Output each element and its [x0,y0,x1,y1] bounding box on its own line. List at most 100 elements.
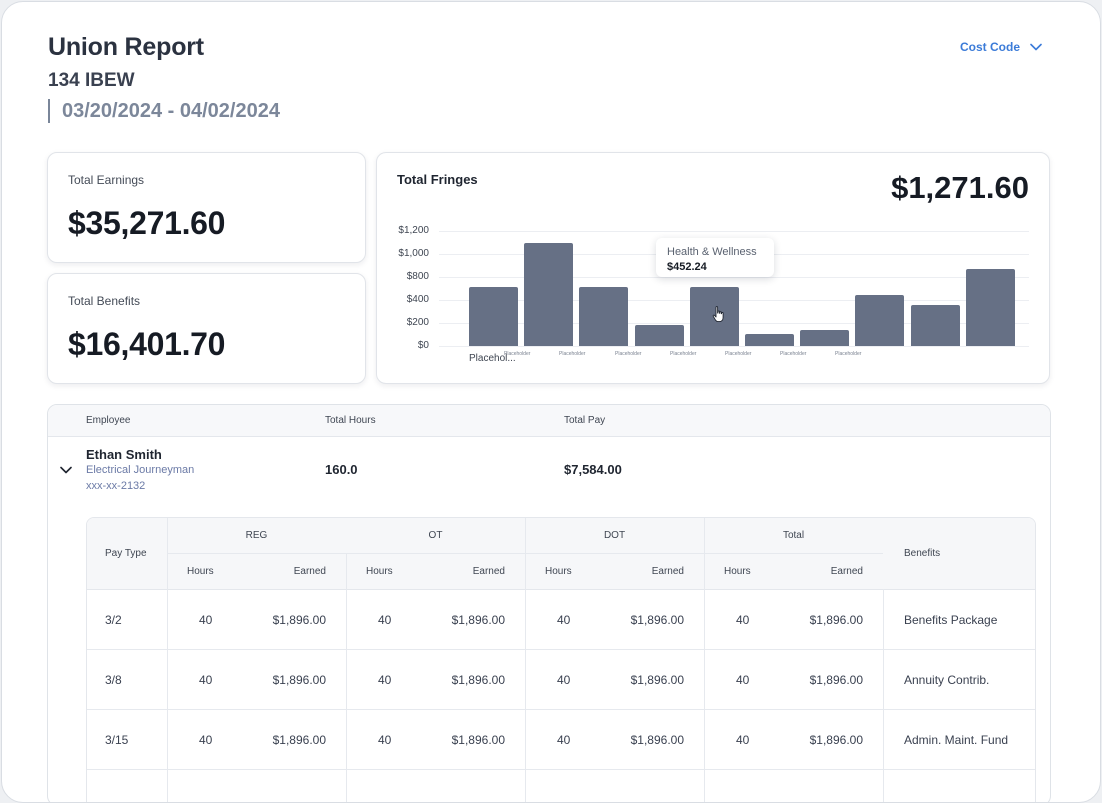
employee-total-hours: 160.0 [325,462,358,477]
cell-reg-earned: $1,896.00 [272,733,326,747]
cell-reg-hours: 40 [199,673,213,687]
cell-dot-hours: 40 [557,673,571,687]
cell-ot-earned: $1,896.00 [451,613,505,627]
column-total-hours: Total Hours [325,415,376,426]
header-group-dot: DOT [603,530,626,541]
chart-bar[interactable] [966,269,1015,346]
y-tick-label: $200 [406,317,429,328]
x-tick-label: Placehol... [469,353,516,364]
chart-tooltip: Health & Wellness $452.24 [656,238,774,277]
header-group-ot: OT [428,530,443,541]
header-total-earned: Earned [830,566,863,577]
fringes-title: Total Fringes [397,172,478,187]
header-reg-hours: Hours [187,566,214,577]
cell-ot-hours: 40 [378,613,392,627]
employee-table: Employee Total Hours Total Pay Ethan Smi… [47,404,1051,802]
chevron-down-icon [1030,43,1042,51]
header-group-reg: REG [245,530,268,541]
header-pay-type: Pay Type [105,548,147,559]
x-tick-label: Placeholder [615,351,642,357]
cell-pay-type: 3/15 [105,733,129,747]
employee-ssn: xxx-xx-2132 [86,480,146,492]
total-benefits-value: $16,401.70 [68,326,226,362]
employee-total-pay: $7,584.00 [564,462,622,477]
y-tick-label: $1,200 [398,225,429,236]
total-benefits-label: Total Benefits [68,294,141,308]
column-total-pay: Total Pay [564,415,606,426]
x-tick-label: Placeholder [725,351,752,357]
employee-role: Electrical Journeyman [86,464,195,476]
x-tick-label: Placeholder [780,351,807,357]
union-name: 134 IBEW [48,70,135,91]
y-tick-label: $800 [406,271,429,282]
y-tick-label: $400 [406,294,429,305]
y-tick-label: $0 [417,340,429,351]
cell-reg-earned: $1,896.00 [272,613,326,627]
chart-bar[interactable] [855,295,904,346]
cost-code-dropdown[interactable]: Cost Code [960,40,1042,54]
cell-total-hours: 40 [736,613,750,627]
chart-bar[interactable] [745,334,794,346]
fringes-total: $1,271.60 [891,170,1029,205]
header-total-hours: Hours [724,566,751,577]
cell-reg-hours: 40 [199,733,213,747]
x-tick-label: Placeholder [670,351,697,357]
x-tick-label: Placeholder [835,351,862,357]
total-fringes-card: Total Fringes $1,271.60 $0 $200 $400 $800 $1… [376,152,1050,384]
pay-detail-table: Pay Type REG OT DOT Total Hours Earned H… [86,517,1036,802]
tooltip-category: Health & Wellness [667,246,757,258]
cell-reg-hours: 40 [199,613,213,627]
total-earnings-card: Total Earnings $35,271.60 [47,152,366,263]
cost-code-label: Cost Code [960,40,1020,54]
table-header: Employee Total Hours Total Pay [48,405,1050,437]
cell-ot-earned: $1,896.00 [451,673,505,687]
cell-total-earned: $1,896.00 [809,613,863,627]
hand-cursor-icon [712,306,724,323]
cell-total-earned: $1,896.00 [809,733,863,747]
y-tick-label: $1,000 [398,248,429,259]
employee-name: Ethan Smith [86,447,162,462]
cell-dot-earned: $1,896.00 [630,733,684,747]
fringes-bar-chart: $0 $200 $400 $800 $1,000 $1,200 Placehol... Pla… [377,153,1049,383]
cell-total-hours: 40 [736,673,750,687]
cell-dot-hours: 40 [557,733,571,747]
collapse-row-chevron-icon[interactable] [60,466,72,474]
cell-pay-type: 3/2 [105,613,122,627]
gridline [439,346,1029,347]
cell-benefit: Benefits Package [904,613,998,627]
cell-ot-hours: 40 [378,673,392,687]
column-employee: Employee [86,415,131,426]
total-earnings-label: Total Earnings [68,173,145,187]
total-earnings-value: $35,271.60 [68,205,226,241]
chart-bar[interactable] [469,287,518,346]
header-reg-earned: Earned [293,566,326,577]
cell-dot-earned: $1,896.00 [630,673,684,687]
x-tick-label: Placeholder [559,351,586,357]
header-dot-earned: Earned [651,566,684,577]
chart-bar[interactable] [800,330,849,346]
cell-pay-type: 3/8 [105,673,122,687]
cell-total-hours: 40 [736,733,750,747]
cell-dot-hours: 40 [557,613,571,627]
header-ot-hours: Hours [366,566,393,577]
date-range: 03/20/2024 - 04/02/2024 [48,99,280,123]
chart-bar[interactable] [579,287,628,346]
x-tick-label: Placeholder [504,351,531,357]
gridline [439,277,1029,278]
chart-bar[interactable] [524,243,573,346]
page-title: Union Report [48,33,204,61]
chart-bar[interactable] [911,305,960,346]
header-benefits: Benefits [904,548,941,559]
cell-ot-earned: $1,896.00 [451,733,505,747]
header-group-total: Total [782,530,805,541]
header-ot-earned: Earned [472,566,505,577]
gridline [439,231,1029,232]
tooltip-value: $452.24 [667,261,707,273]
cell-ot-hours: 40 [378,733,392,747]
total-benefits-card: Total Benefits $16,401.70 [47,273,366,384]
cell-benefit: Admin. Maint. Fund [904,733,1009,747]
header-dot-hours: Hours [545,566,572,577]
cell-benefit: Annuity Contrib. [904,673,990,687]
chart-bar[interactable] [635,325,684,346]
